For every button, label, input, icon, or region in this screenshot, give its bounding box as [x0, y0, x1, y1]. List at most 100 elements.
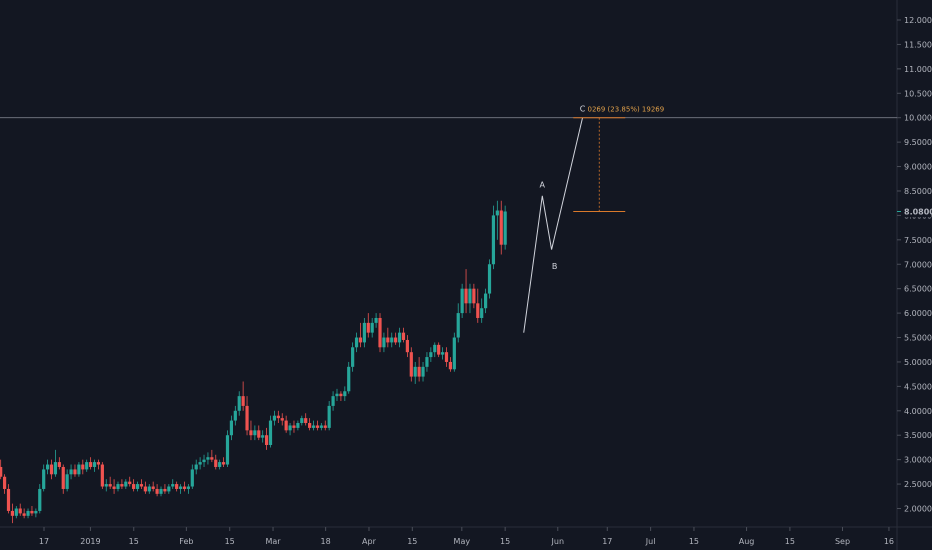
price-tick-label: 12.0000 [904, 16, 932, 25]
candle-body [491, 215, 496, 265]
candle-body [265, 435, 269, 445]
candle-body [249, 430, 253, 436]
candle-body [221, 462, 226, 465]
time-tick-label: Jul [645, 537, 656, 546]
candle-body [65, 474, 69, 489]
candle-body [81, 464, 85, 470]
candle-body [366, 322, 370, 333]
candle-body [304, 418, 308, 424]
price-tick-label: 4.5000 [904, 382, 932, 391]
candle-body [452, 337, 456, 370]
candle-body [335, 393, 339, 397]
projection-label: 0269 (23.85%) 19269 [588, 106, 665, 114]
candle-body [241, 396, 245, 406]
time-tick-label: Jun [551, 537, 565, 546]
candle-body [382, 337, 386, 348]
candle-body [57, 462, 61, 467]
candle-body [218, 462, 222, 467]
candle-body [487, 264, 492, 294]
candle-body [362, 322, 366, 343]
candle-body [147, 486, 151, 492]
candle-body [495, 210, 499, 216]
candle-body [358, 337, 363, 343]
price-tick-label: 9.5000 [904, 138, 932, 147]
candle-body [261, 435, 265, 438]
price-tick-label: 5.5000 [904, 334, 932, 343]
candle-body [45, 464, 50, 470]
candle-body [468, 288, 472, 304]
candle-body [92, 462, 97, 467]
candle-body [413, 366, 417, 377]
price-tick-label: 6.0000 [904, 309, 932, 318]
time-tick-label: 16 [884, 537, 894, 546]
candle-body [319, 425, 323, 428]
candle-body [503, 211, 507, 245]
candles [0, 200, 507, 524]
candle-body [198, 462, 202, 465]
candle-body [370, 322, 374, 333]
time-axis[interactable]: 17 2019 15 Feb 15 Mar 18 Apr 15 May 15 Jun 17 Jul 15 Au… [39, 527, 894, 546]
time-tick-label: 2019 [80, 537, 100, 546]
candle-body [308, 423, 312, 428]
candle-body [476, 303, 480, 318]
candle-body [10, 510, 15, 516]
time-tick-label: 15 [225, 537, 235, 546]
wave-label-a: A [540, 180, 546, 189]
candle-body [167, 486, 171, 492]
candle-body [155, 488, 159, 494]
candle-body [354, 337, 359, 348]
candle-body [437, 344, 441, 355]
candle-body [276, 415, 280, 419]
candle-body [0, 466, 3, 477]
candle-body [61, 466, 65, 489]
candle-body [178, 486, 183, 489]
candle-body [22, 513, 26, 516]
candle-body [374, 317, 378, 323]
candle-body [378, 317, 382, 348]
current-price-badge [901, 205, 931, 218]
candle-body [429, 352, 433, 358]
candle-body [433, 344, 437, 353]
candle-body [194, 464, 198, 470]
wave-label-c: C [580, 105, 586, 114]
time-tick-label: May [454, 537, 471, 546]
candle-body [214, 459, 218, 467]
time-tick-label: 17 [602, 537, 612, 546]
candle-body [284, 420, 288, 431]
candle-body [233, 410, 237, 421]
price-tick-label: 3.5000 [904, 431, 932, 440]
candle-body [390, 337, 394, 343]
annotations: A B C 0269 (23.85%) 19269 8.0800 [523, 105, 932, 333]
candle-body [409, 352, 413, 377]
candle-body [112, 486, 116, 489]
time-tick-label: 18 [321, 537, 331, 546]
candle-body [26, 510, 30, 516]
candle-body [202, 459, 206, 463]
price-tick-label: 11.0000 [904, 65, 932, 74]
candle-body [108, 484, 112, 487]
candle-body [351, 347, 355, 367]
candle-body [100, 464, 104, 487]
candle-body [300, 418, 304, 424]
candle-body [245, 405, 249, 431]
time-tick-label: Feb [179, 537, 193, 546]
price-tick-label: 10.0000 [904, 114, 932, 123]
candle-body [292, 425, 296, 428]
candle-body [120, 484, 124, 487]
candle-body [460, 288, 464, 314]
candle-body [6, 488, 11, 511]
candle-body [464, 288, 468, 304]
price-tick-label: 3.0000 [904, 456, 932, 465]
candle-body [296, 423, 300, 428]
time-tick-label: Apr [362, 537, 377, 546]
candle-body [190, 469, 194, 487]
candle-body [444, 352, 449, 362]
candle-body [339, 393, 343, 397]
candle-body [186, 486, 190, 489]
candle-body [421, 366, 425, 377]
candle-body [472, 288, 476, 304]
price-tick-label: 6.5000 [904, 285, 932, 294]
candle-body [53, 462, 58, 475]
